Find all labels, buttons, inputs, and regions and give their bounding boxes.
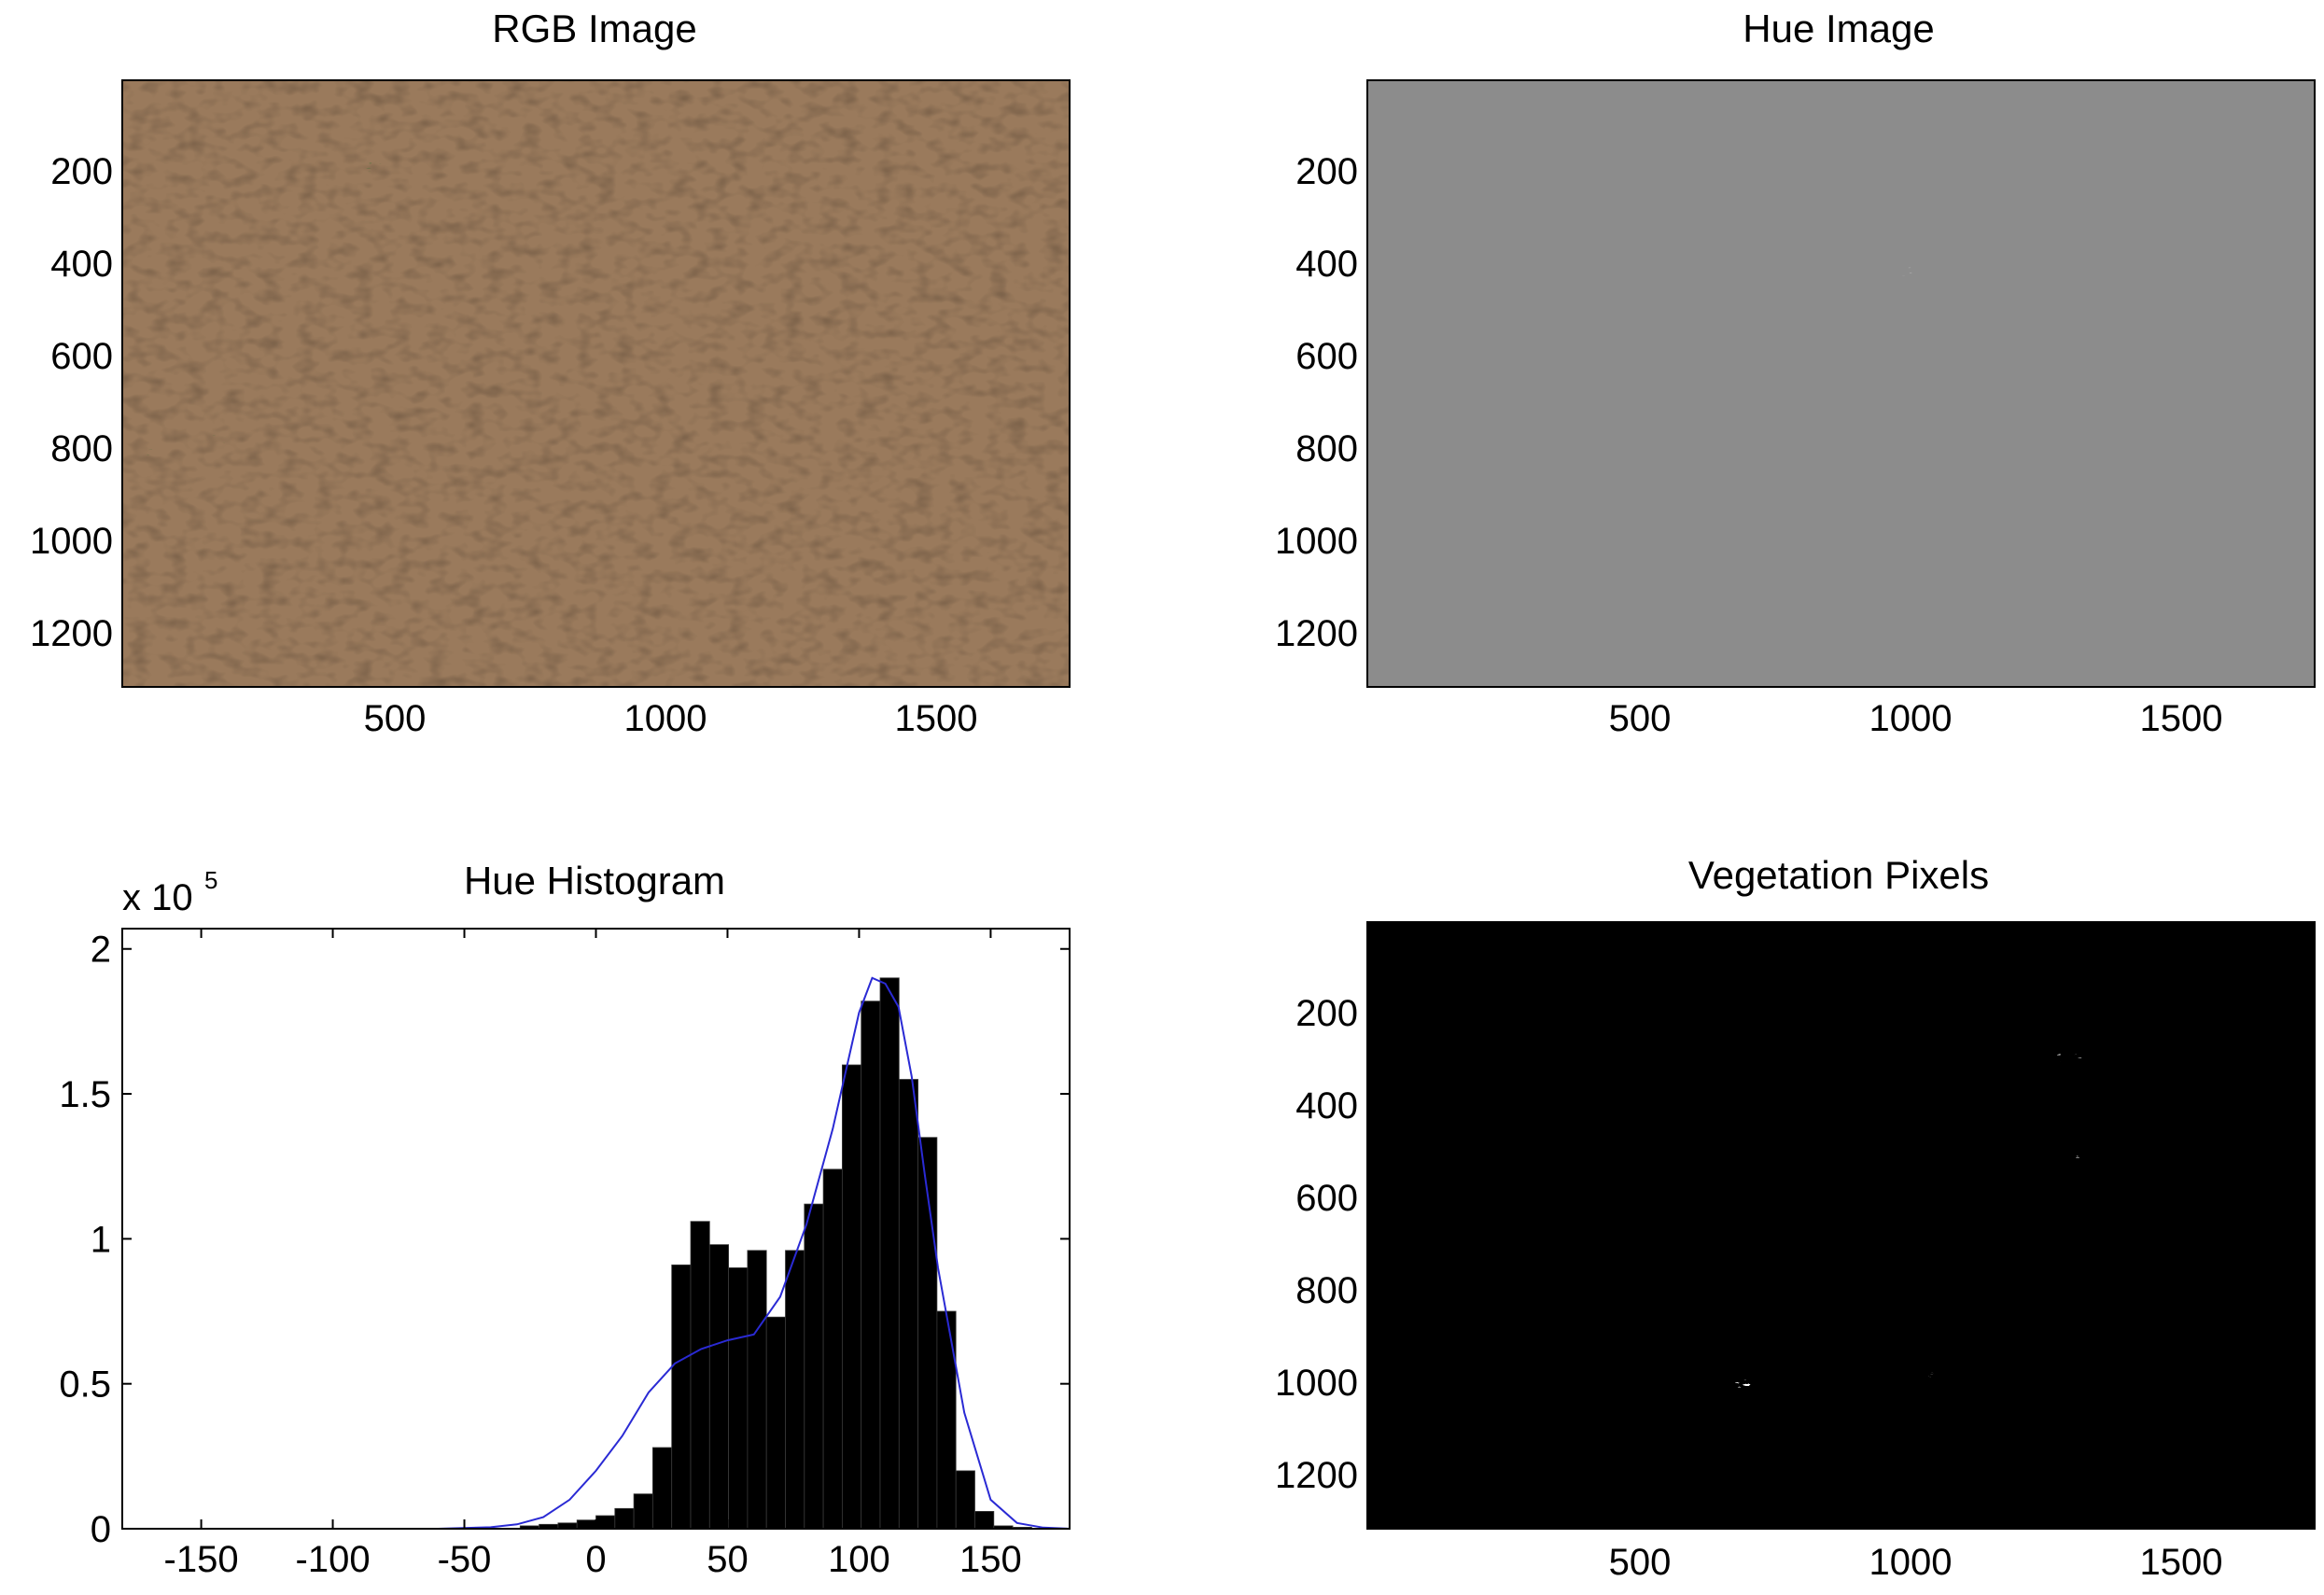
histogram-bar xyxy=(652,1447,673,1530)
histogram-bar xyxy=(842,1064,862,1530)
histogram-bar xyxy=(614,1507,635,1530)
y-tick-label: 1000 xyxy=(30,521,113,562)
histogram-bars xyxy=(519,977,1032,1530)
x-tick-label: 1500 xyxy=(895,698,978,739)
x-axis: 500 1000 1500 xyxy=(1609,1542,2223,1583)
histogram-bar xyxy=(822,1168,843,1530)
axes-box xyxy=(1366,921,2316,1530)
y-tick-label: 800 xyxy=(1295,1270,1358,1311)
x-tick-label: 150 xyxy=(959,1539,1022,1580)
y-tick-label: 600 xyxy=(1295,336,1358,377)
y-axis: 200 400 600 800 1000 1200 xyxy=(1275,151,1358,654)
exponent-prefix: x 10 xyxy=(122,877,193,918)
y-tick-label: 600 xyxy=(1295,1178,1358,1219)
y-axis: 200 400 600 800 1000 1200 xyxy=(1275,993,1358,1496)
y-axis: 0 0.5 1 1.5 2 xyxy=(59,930,1070,1550)
histogram-bar xyxy=(936,1310,957,1530)
vegetation-layer xyxy=(1367,80,2315,687)
x-tick-label: -50 xyxy=(438,1539,492,1580)
y-tick-label: 200 xyxy=(1295,151,1358,192)
panel-title: Hue Histogram xyxy=(464,859,725,902)
x-tick-label: 100 xyxy=(828,1539,890,1580)
y-tick-label: 200 xyxy=(1295,993,1358,1034)
histogram-bar xyxy=(765,1316,786,1530)
x-tick-label: 500 xyxy=(1609,698,1672,739)
panel-vegetation-pixels: Vegetation Pixels 200 400 600 800 1000 1… xyxy=(1275,853,2316,1583)
x-tick-label: 50 xyxy=(707,1539,749,1580)
histogram-bar xyxy=(576,1519,596,1530)
panel-hue-histogram: Hue Histogram x 10 5 -150 -100 -50 0 50 100 15… xyxy=(59,859,1071,1580)
panel-rgb-image: RGB Image 200 400 600 800 1000 1200 500 … xyxy=(30,7,1071,739)
x-tick-label: 1000 xyxy=(624,698,707,739)
x-tick-label: 1500 xyxy=(2140,1542,2223,1583)
x-tick-label: 1000 xyxy=(1869,1542,1953,1583)
y-tick-label: 1000 xyxy=(1275,1363,1358,1404)
x-tick-label: 1000 xyxy=(1869,698,1953,739)
y-tick-label: 0.5 xyxy=(59,1364,111,1406)
histogram-bar xyxy=(955,1470,975,1530)
y-tick-label: 600 xyxy=(50,336,113,377)
x-tick-label: -150 xyxy=(164,1539,239,1580)
histogram-bar xyxy=(633,1493,653,1530)
histogram-bar xyxy=(898,1079,918,1530)
y-tick-label: 1200 xyxy=(1275,1455,1358,1496)
histogram-bar xyxy=(595,1515,616,1530)
histogram-bar xyxy=(879,977,900,1530)
y-tick-label: 1200 xyxy=(30,613,113,654)
vegetation-layer xyxy=(1367,922,2315,1529)
panel-title: Vegetation Pixels xyxy=(1688,853,1989,897)
y-axis: 200 400 600 800 1000 1200 xyxy=(30,151,113,654)
image-area xyxy=(1366,79,2316,688)
exponent-power: 5 xyxy=(204,866,217,894)
x-axis: -150 -100 -50 0 50 100 150 xyxy=(164,929,1022,1580)
image-area xyxy=(1366,921,2316,1530)
y-tick-label: 800 xyxy=(50,428,113,469)
histogram-bar xyxy=(785,1250,805,1530)
y-tick-label: 800 xyxy=(1295,428,1358,469)
histogram-bar xyxy=(671,1264,692,1530)
x-tick-label: 1500 xyxy=(2140,698,2223,739)
y-tick-label: 200 xyxy=(50,151,113,192)
y-tick-label: 1.5 xyxy=(59,1074,111,1115)
y-tick-label: 1200 xyxy=(1275,613,1358,654)
vegetation-layer xyxy=(122,80,1070,687)
x-tick-label: -100 xyxy=(296,1539,371,1580)
x-axis: 500 1000 1500 xyxy=(1609,698,2223,739)
x-tick-label: 500 xyxy=(364,698,427,739)
fit-curve xyxy=(122,976,1071,1530)
axes-box xyxy=(121,79,1071,688)
y-tick-label: 0 xyxy=(91,1509,111,1550)
x-tick-label: 500 xyxy=(1609,1542,1672,1583)
y-tick-label: 1000 xyxy=(1275,521,1358,562)
histogram-bar xyxy=(747,1250,767,1530)
panel-title: Hue Image xyxy=(1743,7,1934,50)
histogram-bar xyxy=(861,1000,881,1530)
histogram-bar xyxy=(708,1244,729,1530)
image-area xyxy=(121,79,1071,688)
y-tick-label: 1 xyxy=(91,1219,111,1260)
exponent-label: x 10 5 xyxy=(122,866,217,918)
y-tick-label: 400 xyxy=(50,244,113,285)
panel-title: RGB Image xyxy=(492,7,696,50)
axes-box xyxy=(1366,79,2316,688)
histogram-bar xyxy=(728,1267,749,1530)
y-tick-label: 400 xyxy=(1295,1085,1358,1126)
y-tick-label: 400 xyxy=(1295,244,1358,285)
panel-hue-image: Hue Image 200 400 600 800 1000 1200 500 … xyxy=(1275,7,2316,739)
histogram-bar xyxy=(804,1203,824,1530)
x-axis: 500 1000 1500 xyxy=(364,698,978,739)
x-tick-label: 0 xyxy=(585,1539,606,1580)
histogram-bar xyxy=(690,1221,710,1530)
y-tick-label: 2 xyxy=(91,930,111,971)
